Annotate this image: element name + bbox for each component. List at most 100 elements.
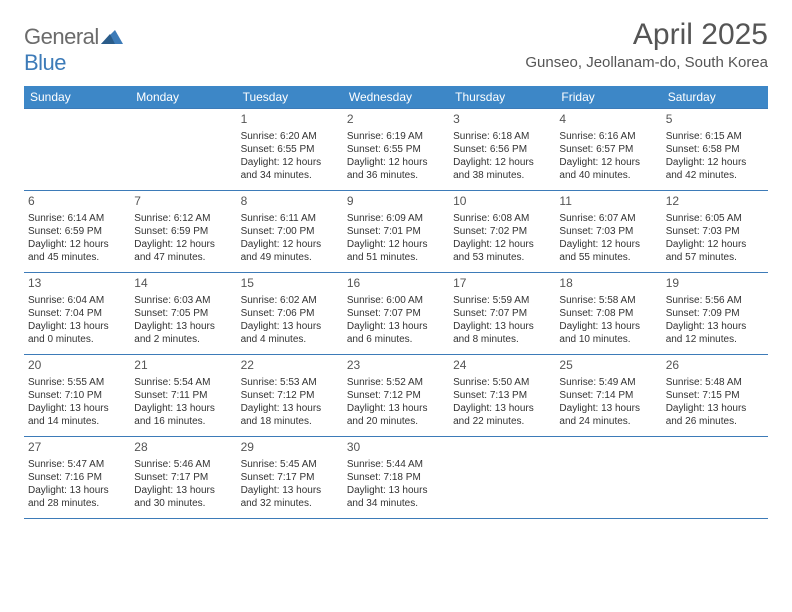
sunset-text: Sunset: 7:15 PM (666, 389, 764, 402)
daylight-text: and 42 minutes. (666, 169, 764, 182)
sunrise-text: Sunrise: 5:59 AM (453, 294, 551, 307)
daylight-text: and 34 minutes. (241, 169, 339, 182)
daylight-text: Daylight: 12 hours (453, 156, 551, 169)
day-number: 6 (28, 194, 126, 210)
sunset-text: Sunset: 7:00 PM (241, 225, 339, 238)
calendar-cell: 30Sunrise: 5:44 AMSunset: 7:18 PMDayligh… (343, 437, 449, 519)
daylight-text: and 32 minutes. (241, 497, 339, 510)
sunset-text: Sunset: 7:03 PM (559, 225, 657, 238)
calendar-cell: 25Sunrise: 5:49 AMSunset: 7:14 PMDayligh… (555, 355, 661, 437)
calendar-week-row: 27Sunrise: 5:47 AMSunset: 7:16 PMDayligh… (24, 437, 768, 519)
sunrise-text: Sunrise: 5:58 AM (559, 294, 657, 307)
daylight-text: and 28 minutes. (28, 497, 126, 510)
day-header: Thursday (449, 86, 555, 109)
daylight-text: Daylight: 13 hours (453, 320, 551, 333)
calendar-cell: 14Sunrise: 6:03 AMSunset: 7:05 PMDayligh… (130, 273, 236, 355)
daylight-text: and 22 minutes. (453, 415, 551, 428)
sunset-text: Sunset: 7:17 PM (134, 471, 232, 484)
location-text: Gunseo, Jeollanam-do, South Korea (525, 54, 768, 71)
calendar-header-row: SundayMondayTuesdayWednesdayThursdayFrid… (24, 86, 768, 109)
sunrise-text: Sunrise: 5:53 AM (241, 376, 339, 389)
sunrise-text: Sunrise: 6:00 AM (347, 294, 445, 307)
calendar-week-row: 6 Sunrise: 6:14 AMSunset: 6:59 PM Daylight… (24, 191, 768, 273)
calendar-cell: 6Sunrise: 6:14 AMSunset: 6:59 PMDaylight… (24, 191, 130, 273)
day-number: 2 (347, 112, 445, 128)
daylight-text: Daylight: 13 hours (453, 402, 551, 415)
daylight-text: and 36 minutes. (347, 169, 445, 182)
sunset-text: Sunset: 7:13 PM (453, 389, 551, 402)
day-number: 30 (347, 440, 445, 456)
day-number: 7 (134, 194, 232, 210)
daylight-text: Daylight: 13 hours (28, 320, 126, 333)
calendar-cell: 12Sunrise: 6:05 AMSunset: 7:03 PMDayligh… (662, 191, 768, 273)
calendar-cell (449, 437, 555, 519)
day-number: 5 (666, 112, 764, 128)
daylight-text: and 2 minutes. (134, 333, 232, 346)
daylight-text: and 20 minutes. (347, 415, 445, 428)
day-number: 14 (134, 276, 232, 292)
sunrise-text: Sunrise: 6:11 AM (241, 212, 339, 225)
daylight-text: and 55 minutes. (559, 251, 657, 264)
sunset-text: Sunset: 7:10 PM (28, 389, 126, 402)
sunrise-text: Sunrise: 6:05 AM (666, 212, 764, 225)
day-number: 22 (241, 358, 339, 374)
day-number: 3 (453, 112, 551, 128)
brand-part1: General (24, 24, 99, 49)
daylight-text: and 8 minutes. (453, 333, 551, 346)
calendar-cell: 2Sunrise: 6:19 AMSunset: 6:55 PMDaylight… (343, 109, 449, 191)
sunrise-text: Sunrise: 6:03 AM (134, 294, 232, 307)
daylight-text: Daylight: 13 hours (347, 484, 445, 497)
daylight-text: and 6 minutes. (347, 333, 445, 346)
sunset-text: Sunset: 7:12 PM (347, 389, 445, 402)
calendar-cell: 23Sunrise: 5:52 AMSunset: 7:12 PMDayligh… (343, 355, 449, 437)
sunrise-text: Sunrise: 6:12 AM (134, 212, 232, 225)
sunset-text: Sunset: 7:07 PM (453, 307, 551, 320)
day-header: Tuesday (237, 86, 343, 109)
sunrise-text: Sunrise: 5:48 AM (666, 376, 764, 389)
sunset-text: Sunset: 6:59 PM (28, 225, 126, 238)
daylight-text: Daylight: 12 hours (559, 156, 657, 169)
daylight-text: and 14 minutes. (28, 415, 126, 428)
brand-part2: Blue (24, 50, 66, 75)
calendar-cell: 5Sunrise: 6:15 AMSunset: 6:58 PMDaylight… (662, 109, 768, 191)
sunset-text: Sunset: 7:04 PM (28, 307, 126, 320)
calendar-cell: 7Sunrise: 6:12 AMSunset: 6:59 PMDaylight… (130, 191, 236, 273)
calendar-cell: 16Sunrise: 6:00 AMSunset: 7:07 PMDayligh… (343, 273, 449, 355)
day-number: 28 (134, 440, 232, 456)
calendar-cell: 11Sunrise: 6:07 AMSunset: 7:03 PMDayligh… (555, 191, 661, 273)
sunset-text: Sunset: 7:16 PM (28, 471, 126, 484)
header: GeneralBlue April 2025 Gunseo, Jeollanam… (24, 18, 768, 76)
day-number: 20 (28, 358, 126, 374)
sunrise-text: Sunrise: 6:19 AM (347, 130, 445, 143)
calendar-table: SundayMondayTuesdayWednesdayThursdayFrid… (24, 86, 768, 519)
sunrise-text: Sunrise: 6:14 AM (28, 212, 126, 225)
daylight-text: and 18 minutes. (241, 415, 339, 428)
sunrise-text: Sunrise: 5:45 AM (241, 458, 339, 471)
calendar-cell: 9Sunrise: 6:09 AMSunset: 7:01 PMDaylight… (343, 191, 449, 273)
sunset-text: Sunset: 7:12 PM (241, 389, 339, 402)
sunset-text: Sunset: 7:17 PM (241, 471, 339, 484)
daylight-text: Daylight: 13 hours (666, 402, 764, 415)
sunset-text: Sunset: 7:09 PM (666, 307, 764, 320)
sunset-text: Sunset: 7:11 PM (134, 389, 232, 402)
daylight-text: and 30 minutes. (134, 497, 232, 510)
daylight-text: and 40 minutes. (559, 169, 657, 182)
calendar-week-row: 13Sunrise: 6:04 AMSunset: 7:04 PMDayligh… (24, 273, 768, 355)
title-block: April 2025 Gunseo, Jeollanam-do, South K… (525, 18, 768, 71)
day-number: 11 (559, 194, 657, 210)
brand-logo: GeneralBlue (24, 24, 123, 76)
day-number: 18 (559, 276, 657, 292)
calendar-cell: 28Sunrise: 5:46 AMSunset: 7:17 PMDayligh… (130, 437, 236, 519)
calendar-cell: 13Sunrise: 6:04 AMSunset: 7:04 PMDayligh… (24, 273, 130, 355)
daylight-text: and 57 minutes. (666, 251, 764, 264)
daylight-text: and 49 minutes. (241, 251, 339, 264)
daylight-text: Daylight: 12 hours (453, 238, 551, 251)
daylight-text: and 53 minutes. (453, 251, 551, 264)
daylight-text: Daylight: 12 hours (241, 156, 339, 169)
calendar-cell: 20Sunrise: 5:55 AMSunset: 7:10 PMDayligh… (24, 355, 130, 437)
day-number: 15 (241, 276, 339, 292)
calendar-cell: 19Sunrise: 5:56 AMSunset: 7:09 PMDayligh… (662, 273, 768, 355)
month-title: April 2025 (525, 18, 768, 52)
calendar-body: 1Sunrise: 6:20 AMSunset: 6:55 PMDaylight… (24, 109, 768, 519)
calendar-cell (24, 109, 130, 191)
